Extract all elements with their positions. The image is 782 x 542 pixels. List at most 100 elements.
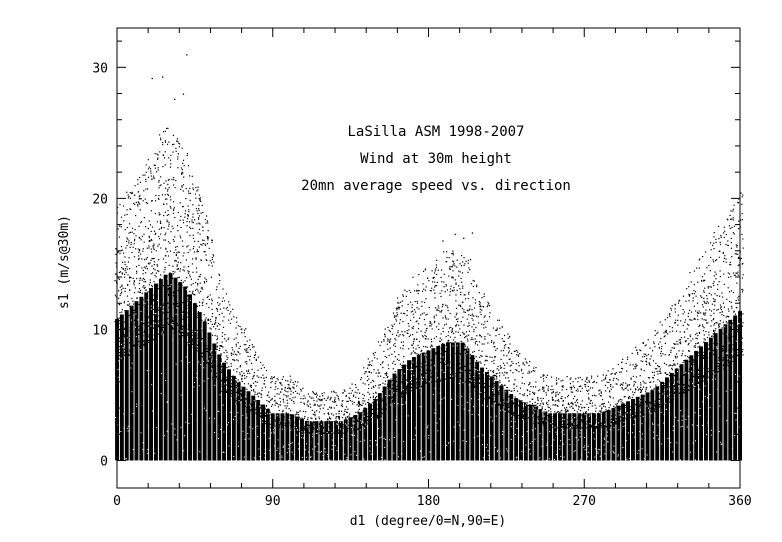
data-point: [402, 295, 404, 297]
data-point: [416, 338, 418, 340]
data-point: [371, 408, 373, 410]
data-point: [119, 203, 121, 206]
data-point: [358, 408, 360, 410]
data-point: [199, 223, 201, 225]
data-point: [432, 349, 434, 351]
data-point: [533, 367, 535, 369]
data-point: [562, 400, 564, 402]
column-gap: [443, 372, 445, 373]
data-point: [443, 251, 445, 253]
data-point: [482, 372, 484, 374]
data-point: [475, 315, 477, 317]
data-point: [180, 301, 183, 303]
data-point: [428, 306, 430, 309]
data-point: [151, 284, 153, 287]
data-point: [182, 162, 184, 164]
column-gap: [190, 413, 192, 415]
data-point: [142, 273, 144, 275]
data-point: [212, 361, 214, 364]
data-point: [175, 254, 177, 257]
data-point: [376, 395, 378, 398]
data-point: [513, 413, 515, 415]
data-point: [129, 276, 131, 278]
data-point: [121, 285, 123, 287]
column-gap: [288, 444, 290, 446]
data-point: [151, 239, 153, 241]
data-point: [220, 354, 222, 356]
data-point: [372, 395, 375, 397]
data-point: [216, 335, 218, 337]
data-point: [161, 329, 163, 331]
data-point: [400, 341, 402, 343]
data-point: [127, 304, 129, 306]
data-point: [401, 366, 403, 369]
data-point: [506, 355, 508, 357]
data-point: [334, 397, 336, 399]
data-point: [226, 366, 228, 368]
data-point: [464, 381, 467, 383]
data-point: [541, 418, 543, 420]
data-point: [458, 275, 460, 277]
data-point: [302, 387, 304, 389]
data-point: [558, 378, 560, 380]
column-gap: [401, 453, 402, 454]
column-gap: [510, 420, 512, 422]
data-point: [205, 244, 207, 247]
data-point: [300, 390, 302, 392]
data-point: [232, 386, 234, 388]
column-gap: [423, 456, 425, 458]
data-point: [246, 376, 248, 378]
data-point: [157, 157, 159, 159]
data-point: [194, 345, 197, 347]
data-point: [566, 376, 568, 378]
data-point: [182, 219, 184, 221]
data-point: [507, 386, 509, 389]
data-point: [575, 390, 577, 392]
data-point: [141, 325, 143, 328]
data-point: [123, 340, 125, 342]
data-point: [601, 408, 603, 410]
data-point: [277, 406, 280, 408]
data-point: [312, 397, 314, 399]
data-point: [174, 217, 176, 219]
data-point: [349, 413, 351, 415]
data-point-column: [275, 413, 280, 461]
data-point: [283, 416, 285, 418]
data-point: [375, 391, 377, 393]
data-point: [139, 291, 141, 293]
data-point: [160, 233, 162, 235]
data-point: [447, 373, 449, 375]
column-gap: [435, 442, 437, 444]
data-point: [167, 318, 169, 320]
data-point: [571, 427, 573, 429]
column-gap: [546, 444, 548, 446]
column-gap: [569, 444, 571, 446]
data-point: [167, 302, 169, 304]
data-point: [122, 267, 124, 270]
data-point: [228, 381, 231, 383]
data-point: [507, 410, 509, 412]
data-point: [236, 392, 238, 394]
data-point: [374, 403, 377, 405]
data-point: [510, 406, 512, 408]
data-point: [543, 374, 545, 376]
data-point: [514, 350, 516, 352]
data-point: [545, 402, 548, 405]
data-point: [191, 175, 193, 177]
data-point: [448, 327, 451, 329]
data-point-column: [314, 421, 319, 461]
data-point: [277, 379, 279, 381]
column-gap: [391, 438, 393, 439]
data-point: [379, 344, 381, 347]
data-point: [227, 338, 229, 341]
data-point: [557, 399, 560, 401]
data-point: [253, 372, 255, 374]
data-point: [467, 340, 469, 342]
data-point: [294, 396, 296, 398]
data-point: [160, 139, 162, 141]
data-point: [331, 428, 333, 430]
data-point: [233, 400, 235, 402]
data-point: [394, 363, 396, 365]
data-point: [154, 274, 156, 276]
data-point: [502, 340, 504, 342]
